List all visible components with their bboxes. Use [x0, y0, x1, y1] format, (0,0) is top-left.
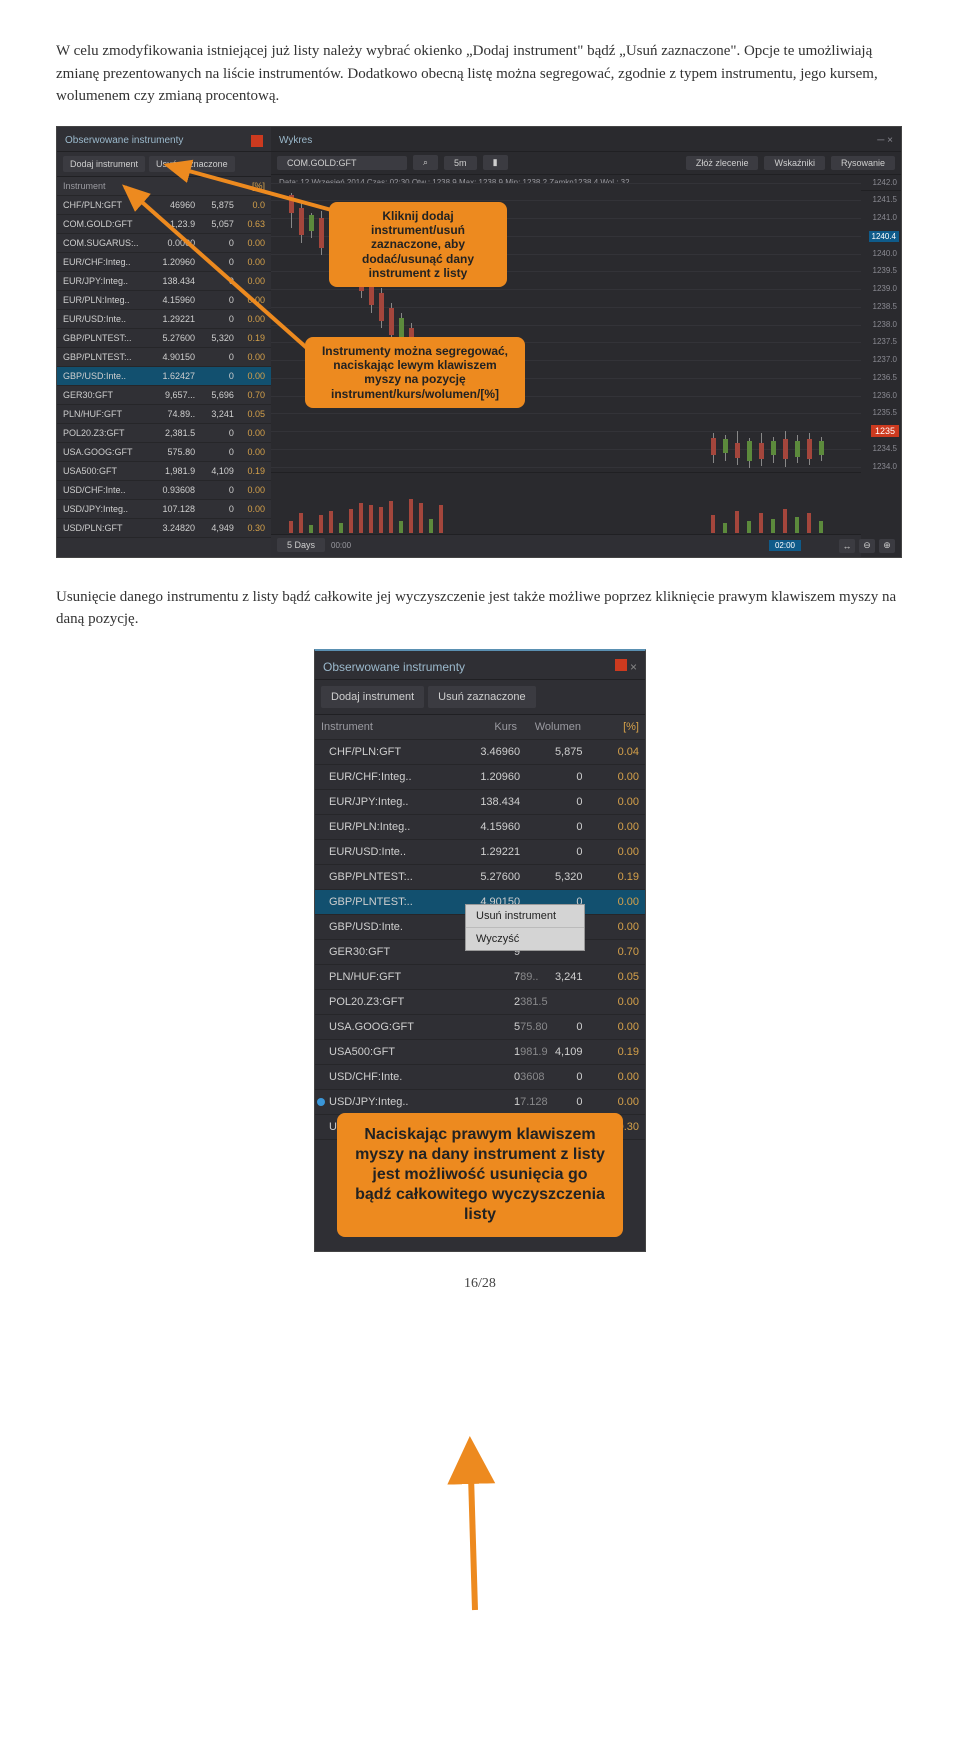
page-number: 16/28	[56, 1276, 904, 1292]
table-row[interactable]: GBP/PLNTEST:..5.276005,3200.19	[57, 329, 271, 348]
watchlist-header-row-2[interactable]: Instrument Kurs Wolumen [%]	[315, 715, 645, 740]
table-row[interactable]: USA500:GFT1,981.94,1090.19	[57, 462, 271, 481]
table-row[interactable]: EUR/CHF:Integ..1.2096000.00	[57, 253, 271, 272]
indicators-button[interactable]: Wskaźniki	[764, 156, 825, 170]
table-row[interactable]: GER30:GFT9,657...5,6960.70	[57, 386, 271, 405]
table-row[interactable]: USD/PLN:GFT3.248204,9490.30	[57, 519, 271, 538]
table-row[interactable]: USD/CHF:Inte..0.9360800.00	[57, 481, 271, 500]
symbol-select[interactable]: COM.GOLD:GFT	[277, 156, 407, 170]
header-instrument[interactable]: Instrument	[57, 181, 150, 191]
paragraph-1: W celu zmodyfikowania istniejącej już li…	[56, 40, 904, 108]
table-row[interactable]: CHF/PLN:GFT469605,8750.0	[57, 196, 271, 215]
callout-sort: Instrumenty można segregować, naciskając…	[305, 337, 525, 409]
table-row[interactable]: COM.GOLD:GFT1,23.95,0570.63	[57, 215, 271, 234]
place-order-button[interactable]: Złóż zlecenie	[686, 156, 759, 170]
ctx-remove-instrument[interactable]: Usuń instrument	[466, 905, 584, 928]
zoom-fit-icon[interactable]: ↔	[839, 539, 855, 553]
add-instrument-button-2[interactable]: Dodaj instrument	[321, 686, 424, 708]
table-row[interactable]: USA.GOOG:GFT575.8000.00	[57, 443, 271, 462]
chart-toolbar: COM.GOLD:GFT ⌕ 5m ▮ Złóż zlecenie Wskaźn…	[271, 152, 901, 175]
table-row[interactable]: PLN/HUF:GFT74.89..3,2410.05	[57, 405, 271, 424]
close-icon[interactable]	[251, 135, 263, 147]
table-row[interactable]: COM.SUGARUS:..0.000000.00	[57, 234, 271, 253]
table-row[interactable]: GBP/PLNTEST:..5.276005,3200.19	[315, 865, 645, 890]
table-row[interactable]: EUR/USD:Inte..1.2922100.00	[57, 310, 271, 329]
paragraph-2: Usunięcie danego instrumentu z listy bąd…	[56, 586, 904, 631]
header-kurs-2[interactable]: Kurs	[451, 721, 517, 733]
table-row[interactable]: GBP/PLNTEST:..4.9015000.00	[57, 348, 271, 367]
chart-title: Wykres	[279, 135, 312, 146]
header-pct-2[interactable]: [%]	[581, 721, 645, 733]
table-row[interactable]: GBP/USD:Inte..1.6242700.00	[57, 367, 271, 386]
table-row[interactable]: POL20.Z3:GFT2381.50.00	[315, 990, 645, 1015]
table-row[interactable]: USD/JPY:Integ..17.12800.00	[315, 1090, 645, 1115]
table-row[interactable]: EUR/PLN:Integ..4.1596000.00	[57, 291, 271, 310]
zoom-in-icon[interactable]: ⊕	[879, 539, 895, 553]
table-row[interactable]: EUR/PLN:Integ..4.1596000.00	[315, 815, 645, 840]
remove-selected-button-2[interactable]: Usuń zaznaczone	[428, 686, 535, 708]
remove-selected-button[interactable]: Usuń zaznaczone	[149, 156, 235, 172]
volume-area	[271, 472, 861, 533]
header-vol-2[interactable]: Wolumen	[517, 721, 581, 733]
table-row[interactable]: PLN/HUF:GFT789..3,2410.05	[315, 965, 645, 990]
chart-type-icon[interactable]: ▮	[483, 155, 508, 170]
time-label-hi: 02:00	[769, 540, 801, 551]
callout-add-remove: Kliknij dodaj instrument/usuń zaznaczone…	[329, 202, 507, 288]
minimize-icon[interactable]: ─ ×	[877, 135, 893, 146]
header-instrument-2[interactable]: Instrument	[315, 721, 451, 733]
watchlist-title: Obserwowane instrumenty	[65, 135, 183, 146]
table-row[interactable]: USD/JPY:Integ..107.12800.00	[57, 500, 271, 519]
screenshot-trading-app: Obserwowane instrumenty Dodaj instrument…	[56, 126, 902, 558]
time-label: 00:00	[331, 541, 351, 550]
screenshot-watchlist-context: Obserwowane instrumenty × Dodaj instrume…	[314, 649, 646, 1252]
callout-rightclick: Naciskając prawym klawiszem myszy na dan…	[337, 1113, 623, 1237]
table-row[interactable]: EUR/CHF:Integ..1.2096000.00	[315, 765, 645, 790]
search-icon[interactable]: ⌕	[413, 155, 438, 170]
table-row[interactable]: CHF/PLN:GFT3.469605,8750.04	[315, 740, 645, 765]
context-menu[interactable]: Usuń instrument Wyczyść	[465, 904, 585, 951]
add-instrument-button[interactable]: Dodaj instrument	[63, 156, 145, 172]
table-row[interactable]: USA500:GFT1981.94,1090.19	[315, 1040, 645, 1065]
watchlist-header-row[interactable]: Instrument [%]	[57, 177, 271, 196]
table-row[interactable]: USA.GOOG:GFT575.8000.00	[315, 1015, 645, 1040]
table-row[interactable]: EUR/JPY:Integ..138.43400.00	[315, 790, 645, 815]
y-axis: 1242.01241.51241.01240.41240.01239.51239…	[861, 183, 901, 467]
window-controls[interactable]: ×	[615, 659, 637, 674]
drawing-button[interactable]: Rysowanie	[831, 156, 895, 170]
table-row[interactable]: USD/CHF:Inte.0360800.00	[315, 1065, 645, 1090]
dot-icon	[317, 1098, 325, 1106]
time-axis: 00:00 02:00	[271, 534, 861, 557]
watchlist-panel: Obserwowane instrumenty Dodaj instrument…	[57, 127, 271, 557]
zoom-out-icon[interactable]: ⊖	[859, 539, 875, 553]
watchlist-title-2: Obserwowane instrumenty	[323, 660, 465, 674]
header-pct[interactable]: [%]	[234, 181, 271, 191]
tf-select[interactable]: 5m	[444, 156, 477, 170]
table-row[interactable]: EUR/USD:Inte..1.2922100.00	[315, 840, 645, 865]
ctx-clear[interactable]: Wyczyść	[466, 928, 584, 950]
price-tag: 1235	[871, 425, 899, 437]
table-row[interactable]: POL20.Z3:GFT2,381.500.00	[57, 424, 271, 443]
range-5d-button[interactable]: 5 Days	[277, 538, 325, 552]
table-row[interactable]: EUR/JPY:Integ..138.43400.00	[57, 272, 271, 291]
zoom-tools: ↔ ⊖ ⊕	[839, 539, 895, 553]
